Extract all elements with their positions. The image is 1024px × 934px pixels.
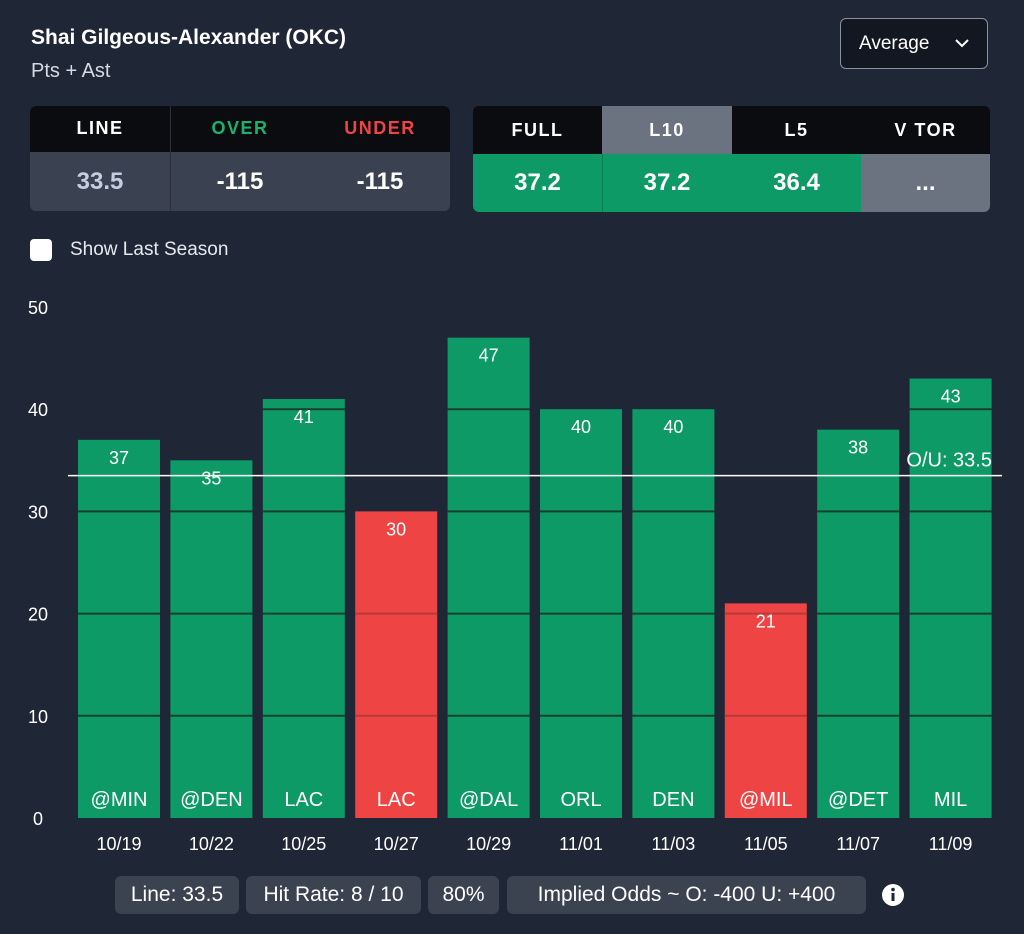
y-tick-label: 30 [28, 502, 48, 522]
x-tick-label: 10/19 [96, 834, 141, 854]
x-tick-label: 11/09 [929, 834, 973, 854]
tab-l5[interactable]: L5 [732, 106, 861, 154]
bar-value-label: 43 [941, 387, 961, 407]
tab-l10[interactable]: L10 [602, 106, 732, 154]
line-odds-table: LINE OVER UNDER 33.5 -115 -115 [30, 106, 450, 211]
y-tick-label: 40 [28, 400, 48, 420]
y-tick-label: 0 [33, 809, 43, 829]
opponent-label: LAC [284, 789, 323, 811]
hit-percent-pill: 80% [428, 876, 499, 914]
stat-mode-dropdown[interactable]: Average [840, 18, 988, 69]
summary-footer: Line: 33.5 Hit Rate: 8 / 10 80% Implied … [0, 876, 1024, 916]
x-tick-label: 10/25 [281, 834, 326, 854]
line-odds-values: 33.5 -115 -115 [30, 152, 450, 211]
line-odds-header: LINE OVER UNDER [30, 106, 450, 152]
avg-full-value: 37.2 [473, 154, 602, 212]
bar-value-label: 37 [109, 448, 129, 468]
averages-table: FULL L10 L5 V TOR 37.2 37.2 36.4 ... [473, 106, 990, 212]
avg-l10-value: 37.2 [602, 154, 732, 212]
chevron-down-icon [955, 35, 969, 53]
line-header: LINE [76, 118, 124, 138]
bar [355, 511, 438, 818]
y-tick-label: 50 [28, 298, 48, 318]
x-tick-label: 11/03 [652, 834, 696, 854]
opponent-label: @MIL [739, 789, 793, 811]
player-name: Shai Gilgeous-Alexander (OKC) [31, 26, 347, 49]
column-divider [170, 106, 171, 152]
bar-value-label: 38 [848, 438, 868, 458]
opponent-label: DEN [652, 789, 694, 811]
opponent-label: ORL [560, 789, 601, 811]
bar-value-label: 30 [386, 519, 406, 539]
bar-value-label: 21 [756, 611, 776, 631]
bar-value-label: 40 [571, 417, 591, 437]
x-tick-label: 10/22 [189, 834, 234, 854]
bar [724, 603, 807, 818]
avg-v-tor-value: ... [861, 154, 990, 212]
bar [78, 439, 160, 818]
opponent-label: MIL [934, 789, 967, 811]
column-divider [170, 152, 171, 211]
opponent-label: LAC [377, 789, 416, 811]
bar-value-label: 35 [201, 468, 221, 488]
opponent-label: @DEN [180, 789, 243, 811]
bar-value-label: 40 [663, 417, 683, 437]
show-last-season-toggle[interactable]: Show Last Season [30, 236, 228, 264]
show-last-season-label: Show Last Season [70, 239, 229, 260]
game-log-bar-chart: 0 10 20 30 40 50 37 @MIN 10/19 35 @DEN 10/22 41 LAC 10… [28, 298, 1002, 854]
tab-v-tor[interactable]: V TOR [861, 106, 990, 154]
line-pill: Line: 33.5 [115, 876, 239, 914]
bar [262, 398, 345, 818]
bar [447, 337, 530, 818]
bar [817, 429, 900, 818]
x-tick-label: 10/27 [374, 834, 419, 854]
stat-type-label: Pts + Ast [31, 60, 111, 82]
under-header: UNDER [344, 118, 416, 138]
info-circle-icon[interactable] [881, 883, 905, 912]
bar [909, 378, 992, 818]
y-tick-label: 20 [28, 605, 48, 625]
show-last-season-checkbox[interactable] [30, 239, 52, 261]
y-tick-label: 10 [28, 707, 48, 727]
bar-value-label: 41 [294, 407, 314, 427]
over-under-label: O/U: 33.5 [906, 450, 992, 472]
bar [170, 460, 253, 818]
dropdown-selected-value: Average [859, 33, 930, 54]
over-header: OVER [211, 118, 269, 138]
x-tick-label: 11/07 [836, 834, 880, 854]
line-value: 33.5 [76, 168, 124, 195]
implied-odds-pill: Implied Odds ~ O: -400 U: +400 [507, 876, 866, 914]
hit-rate-pill: Hit Rate: 8 / 10 [246, 876, 421, 914]
tab-full[interactable]: FULL [473, 106, 602, 154]
over-odds: -115 [216, 168, 264, 195]
under-odds: -115 [356, 168, 404, 195]
x-tick-label: 11/05 [744, 834, 788, 854]
opponent-label: @MIN [91, 789, 148, 811]
opponent-label: @DET [828, 789, 888, 811]
bar-value-label: 47 [479, 346, 499, 366]
opponent-label: @DAL [459, 789, 518, 811]
column-divider [602, 154, 603, 212]
x-tick-label: 10/29 [466, 834, 511, 854]
x-tick-label: 11/01 [559, 834, 603, 854]
avg-l5-value: 36.4 [732, 154, 861, 212]
